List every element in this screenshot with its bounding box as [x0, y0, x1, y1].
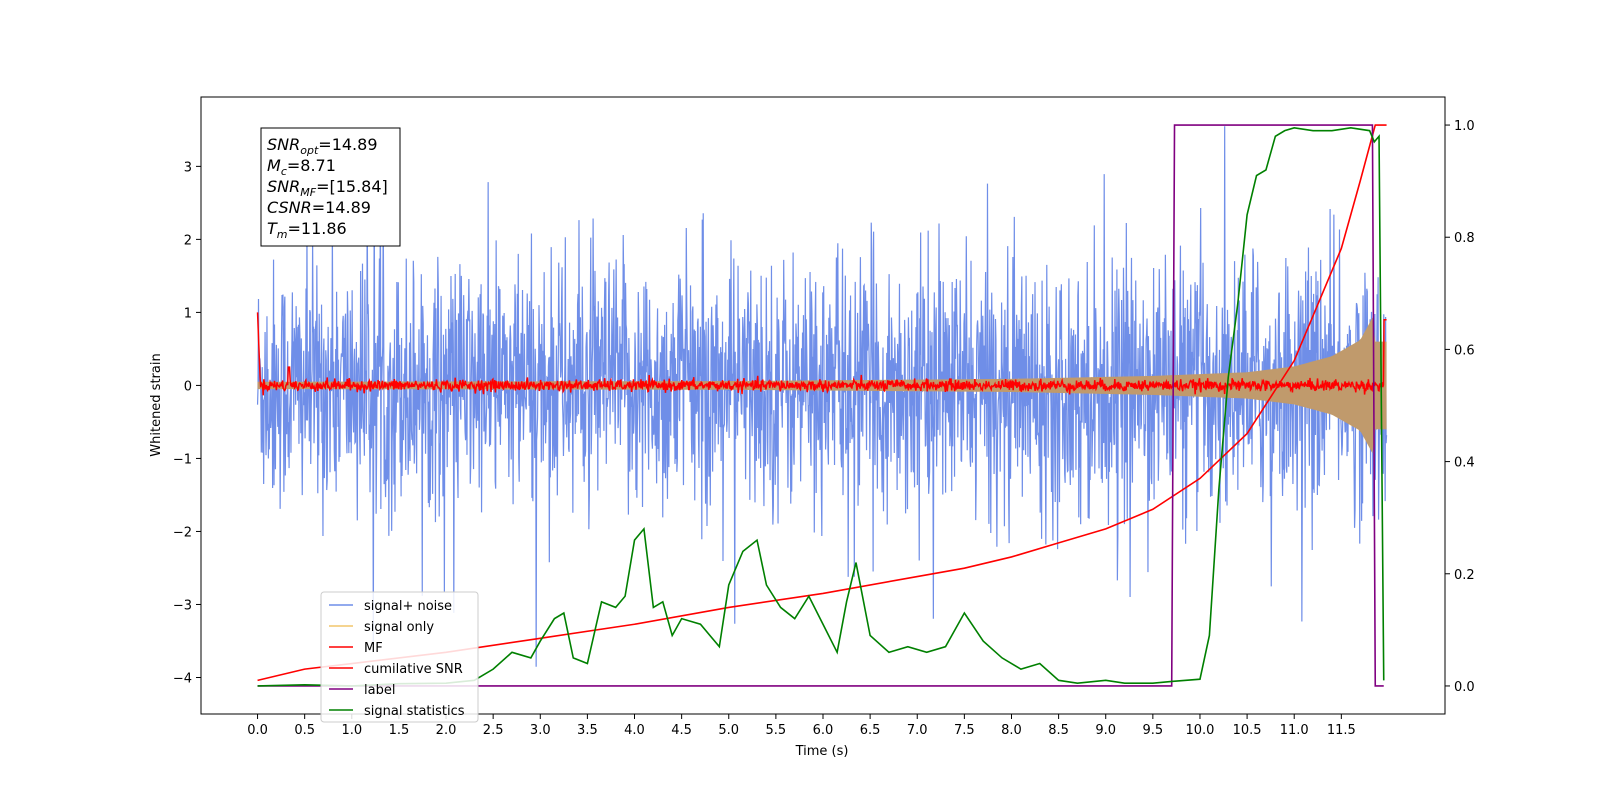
y2-tick-label: 0.4 [1454, 456, 1475, 471]
legend-entry: signal+ noise [364, 599, 452, 614]
x-tick-label: 8.5 [1048, 723, 1069, 738]
x-tick-label: 4.0 [624, 723, 645, 738]
x-tick-label: 1.0 [341, 723, 362, 738]
x-tick-label: 1.5 [389, 723, 410, 738]
x-tick-label: 8.0 [1001, 723, 1022, 738]
y-tick-label: −3 [173, 598, 192, 613]
plot-series [256, 124, 1388, 687]
y-tick-label: 0 [184, 379, 192, 394]
y-tick-label: 2 [184, 233, 192, 248]
series-cumilative-snr [257, 124, 1387, 682]
x-tick-label: 6.5 [860, 723, 881, 738]
y2-tick-label: 0.0 [1454, 680, 1475, 695]
annotation-line: SNRopt=14.89 [267, 135, 378, 157]
annotation-frame [260, 127, 401, 247]
annotation-line: Tm=11.86 [267, 219, 347, 241]
x-tick-label: 9.5 [1143, 723, 1164, 738]
legend-frame [320, 591, 479, 723]
x-tick-label: 2.0 [436, 723, 457, 738]
x-tick-label: 10.5 [1233, 723, 1262, 738]
x-tick-label: 11.5 [1327, 723, 1356, 738]
y-axis-left: −4 −3 −2 −1 0 1 2 3 [173, 160, 201, 686]
legend-entry: MF [364, 641, 383, 656]
legend-entry: label [364, 683, 395, 698]
x-tick-label: 4.5 [671, 723, 692, 738]
x-tick-label: 0.5 [294, 723, 315, 738]
y2-tick-label: 0.8 [1454, 231, 1475, 246]
y-tick-label: 1 [184, 306, 192, 321]
y-tick-label: 3 [184, 160, 192, 175]
x-tick-label: 7.0 [907, 723, 928, 738]
y-tick-label: −2 [173, 525, 192, 540]
x-axis-label: Time (s) [795, 744, 849, 759]
series-mf [256, 312, 1387, 396]
annotation-line: Mc=8.71 [267, 156, 336, 178]
annotation-line: CSNR=14.89 [267, 198, 371, 217]
legend-entry: signal only [364, 620, 434, 635]
y-axis-right: 0.0 0.2 0.4 0.6 0.8 1.0 [1445, 119, 1475, 695]
legend-entry: signal statistics [364, 704, 465, 719]
y-tick-label: −1 [173, 452, 192, 467]
series-signal-statistics [257, 127, 1385, 687]
legend-entry: cumilative SNR [364, 662, 463, 677]
x-tick-label: 5.5 [766, 723, 787, 738]
y2-tick-label: 0.2 [1454, 568, 1475, 583]
x-tick-label: 3.0 [530, 723, 551, 738]
x-tick-label: 3.5 [577, 723, 598, 738]
series-signal-noise [256, 126, 1388, 667]
x-tick-label: 5.0 [718, 723, 739, 738]
y-tick-label: −4 [173, 671, 192, 686]
x-tick-label: 2.5 [483, 723, 504, 738]
y2-tick-label: 0.6 [1454, 343, 1475, 358]
annotation-line: SNRMF=[15.84] [267, 177, 388, 199]
y2-tick-label: 1.0 [1454, 119, 1475, 134]
x-tick-label: 7.5 [954, 723, 975, 738]
annotation-box: SNRopt=14.89Mc=8.71SNRMF=[15.84]CSNR=14.… [260, 127, 401, 247]
legend: signal+ noise signal only MF cumilative SNR… [320, 591, 479, 723]
x-tick-label: 11.0 [1280, 723, 1309, 738]
series-label [257, 124, 1384, 687]
x-tick-label: 10.0 [1185, 723, 1214, 738]
x-tick-label: 0.0 [247, 723, 268, 738]
x-tick-label: 6.0 [813, 723, 834, 738]
y-axis-label: Whitened strain [149, 353, 164, 456]
x-axis: 0.0 0.5 1.0 1.5 2.0 2.5 3.0 3.5 4.0 4.5 5.0 5.5 6.0 6… [247, 714, 1356, 738]
x-tick-label: 9.0 [1095, 723, 1116, 738]
